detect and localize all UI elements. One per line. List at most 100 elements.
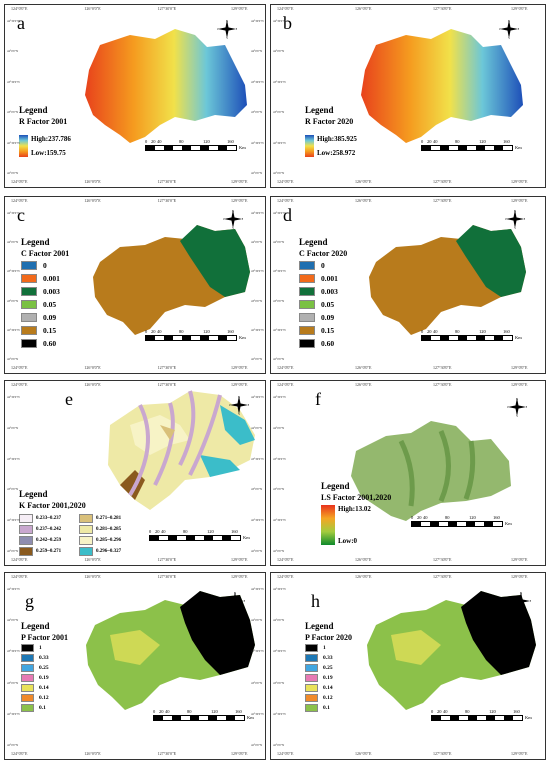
- latitude-label: 43°0'0"N: [273, 110, 285, 115]
- longitude-label-top: 124°0'0"E: [277, 382, 294, 387]
- legend-subtitle: R Factor 2001: [19, 117, 68, 126]
- compass-s-label: S: [238, 413, 240, 415]
- north-arrow-icon: N S W E: [507, 397, 527, 417]
- longitude-label-top: 124°0'0"E: [11, 198, 28, 203]
- legend-swatch: [19, 525, 33, 534]
- scale-tick-label: 120: [203, 329, 210, 334]
- scale-unit-label: Km: [247, 715, 254, 720]
- longitude-label-top: 124°0'0"E: [277, 574, 294, 579]
- longitude-label-bottom: 129°0'0"E: [511, 179, 528, 184]
- compass-e-label: E: [236, 28, 237, 31]
- panel-letter: a: [17, 13, 25, 33]
- longitude-label-top: 126°0'0"E: [84, 198, 101, 203]
- compass-e-label: E: [526, 406, 527, 409]
- compass-s-label: S: [234, 609, 236, 611]
- scale-tick-label: 0: [145, 329, 148, 334]
- color-ramp: [305, 135, 314, 157]
- longitude-label-top: 127°30'0"E: [433, 6, 452, 11]
- scale-unit-label: Km: [515, 335, 522, 340]
- legend-item: 0: [21, 259, 69, 272]
- scale-bar: 0 20 40 80 120 160 Km: [431, 709, 532, 721]
- legend-item: 0.285~0.296: [79, 536, 139, 545]
- color-ramp: [19, 135, 28, 157]
- legend-swatch: [21, 261, 37, 270]
- legend-item: 0.001: [299, 272, 347, 285]
- map-panel-f: f Legend LS Factor 2001,2020 High:13.02 L…: [270, 380, 546, 566]
- legend-subtitle: K Factor 2001,2020: [19, 501, 86, 510]
- legend-title: Legend: [321, 481, 350, 491]
- latitude-label: 44°0'0"N: [7, 240, 19, 245]
- latitude-label: 42°0'0"N: [7, 549, 19, 553]
- legend-item: 0.05: [299, 298, 347, 311]
- compass-n-label: N: [514, 210, 516, 213]
- latitude-label: 44°0'0"N: [273, 49, 285, 54]
- north-arrow-icon: N S W E: [223, 209, 243, 229]
- scale-tick-label: 120: [469, 515, 476, 520]
- legend-swatch: [19, 547, 33, 556]
- panel-letter: g: [25, 591, 34, 611]
- legend-swatch: [21, 654, 34, 662]
- ramp-high-label: High:13.02: [338, 505, 371, 513]
- scale-bar: 0 20 40 80 120 160 Km: [145, 329, 246, 341]
- compass-e-label: E: [244, 600, 245, 603]
- legend: Legend P Factor 2020 1 0.33 0.25 0.19 0.…: [305, 621, 352, 713]
- longitude-label-bottom: 127°30'0"E: [433, 179, 452, 184]
- latitude-label: 44°0'0"N: [7, 49, 19, 54]
- longitude-label-top: 127°30'0"E: [157, 574, 177, 579]
- latitude-label: 43°0'0"N: [251, 298, 263, 303]
- map-panel-a: a Legend R Factor 2001 High:237.786 Low:1…: [4, 4, 266, 188]
- map-panel-c: c Legend C Factor 2001 0 0.001 0.003 0.0…: [4, 196, 266, 374]
- compass-w-label: W: [229, 404, 231, 407]
- compass-s-label: S: [508, 37, 510, 39]
- legend-swatch: [305, 654, 318, 662]
- latitude-label: 43°0'0"N: [273, 487, 285, 492]
- longitude-label-bottom: 126°0'0"E: [355, 365, 372, 370]
- legend-swatch: [21, 684, 34, 692]
- panel-letter: b: [283, 13, 292, 33]
- compass-s-label: S: [520, 609, 522, 611]
- legend-item: 0.09: [21, 311, 69, 324]
- legend-item: 0.15: [21, 324, 69, 337]
- scale-bar: 0 20 40 80 120 160 Km: [421, 139, 522, 151]
- panel-letter: e: [65, 389, 73, 409]
- legend-title: Legend: [19, 105, 48, 115]
- longitude-label-top: 127°30'0"E: [433, 382, 452, 387]
- longitude-label-top: 129°0'0"E: [231, 574, 248, 579]
- scale-tick-label: 20: [417, 515, 422, 520]
- longitude-label-bottom: 126°0'0"E: [355, 179, 372, 184]
- legend-classes: 1 0.33 0.25 0.19 0.14 0.12 0.1: [305, 643, 352, 713]
- latitude-label: 42°0'0"N: [273, 357, 285, 361]
- longitude-label-bottom: 129°0'0"E: [511, 751, 528, 756]
- legend: Legend C Factor 2001 0 0.001 0.003 0.05 …: [21, 237, 69, 350]
- scale-tick-label: 20: [427, 329, 432, 334]
- legend: Legend P Factor 2001 1 0.33 0.25 0.19 0.…: [21, 621, 68, 713]
- longitude-label-top: 129°0'0"E: [511, 198, 528, 203]
- longitude-label-top: 127°30'0"E: [433, 198, 452, 203]
- longitude-label-top: 126°0'0"E: [84, 574, 101, 579]
- legend-item: 0.33: [305, 653, 352, 663]
- legend-classes: 1 0.33 0.25 0.19 0.14 0.12 0.1: [21, 643, 68, 713]
- longitude-label-top: 124°0'0"E: [11, 382, 28, 387]
- legend: Legend C Factor 2020 0 0.001 0.003 0.05 …: [299, 237, 347, 350]
- legend-item: 0.1: [305, 703, 352, 713]
- longitude-label-bottom: 126°0'0"E: [84, 365, 101, 370]
- scale-bar: 0 20 40 80 120 160 Km: [411, 515, 512, 527]
- longitude-label-bottom: 124°0'0"E: [11, 751, 28, 756]
- legend-swatch: [21, 339, 37, 348]
- longitude-label-top: 126°0'0"E: [355, 574, 372, 579]
- legend-swatch: [299, 326, 315, 335]
- scale-tick-label: 160: [227, 329, 234, 334]
- longitude-label-bottom: 127°30'0"E: [433, 751, 452, 756]
- legend: Legend LS Factor 2001,2020 High:13.02 Low…: [321, 481, 391, 545]
- longitude-label-bottom: 127°30'0"E: [433, 557, 452, 562]
- legend-item: 0.281~0.285: [79, 525, 139, 534]
- latitude-label: 44°0'0"N: [273, 240, 285, 245]
- longitude-label-bottom: 129°0'0"E: [231, 751, 248, 756]
- compass-n-label: N: [232, 210, 234, 213]
- scale-bar-segments: [145, 145, 237, 151]
- map-panel-d: d Legend C Factor 2020 0 0.001 0.003 0.0…: [270, 196, 546, 374]
- compass-s-label: S: [514, 227, 516, 229]
- compass-e-label: E: [248, 404, 249, 407]
- longitude-label-top: 126°0'0"E: [355, 198, 372, 203]
- longitude-label-top: 126°0'0"E: [84, 382, 101, 387]
